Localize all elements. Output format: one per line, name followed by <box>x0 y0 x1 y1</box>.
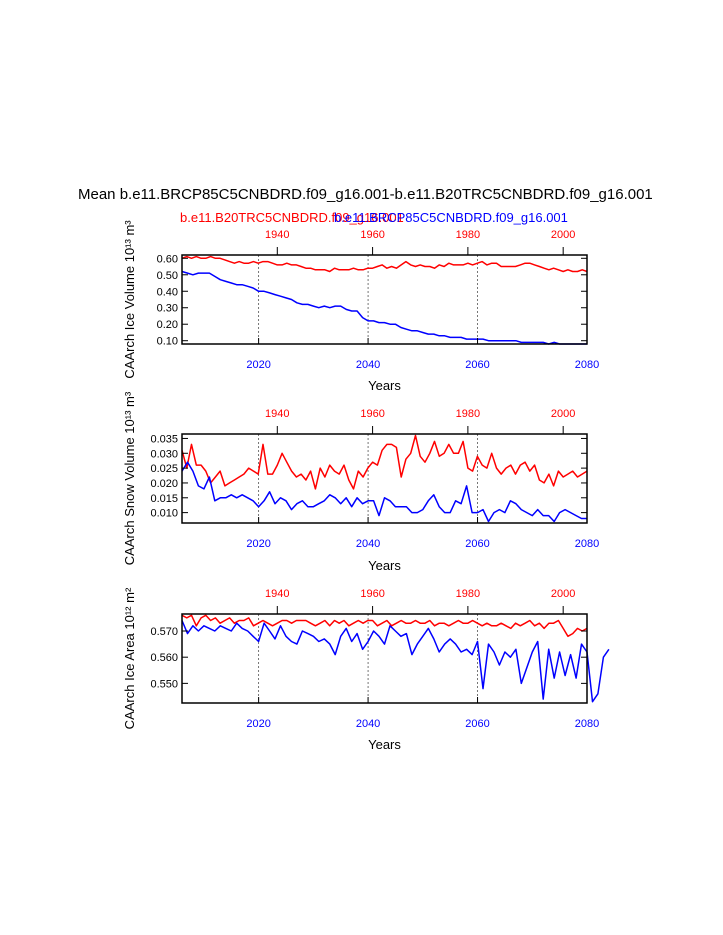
xtick-label-bottom: 2040 <box>356 718 380 730</box>
ytick-label: 0.035 <box>150 433 178 445</box>
xtick-label-top: 2000 <box>551 408 575 420</box>
xtick-label-top: 1960 <box>360 229 384 241</box>
xtick-label-bottom: 2080 <box>575 538 599 550</box>
series-line-red <box>181 614 588 638</box>
y-axis-label: CAArch Ice Volume 10¹³ m³ <box>122 220 137 379</box>
x-axis-label: Years <box>368 558 401 573</box>
xtick-label-top: 1960 <box>360 588 384 600</box>
xtick-label-bottom: 2020 <box>246 538 270 550</box>
ytick-label: 0.030 <box>150 448 178 460</box>
legend: b.e11.B20TRC5CNBDRD.f09_g16.001 b.e11.BR… <box>180 210 568 225</box>
series-line-blue <box>181 461 587 523</box>
xtick-label-bottom: 2040 <box>356 359 380 371</box>
x-axis-label: Years <box>368 737 401 752</box>
figure-title: Mean b.e11.BRCP85C5CNBDRD.f09_g16.001-b.… <box>78 186 653 203</box>
xtick-label-top: 1940 <box>265 229 289 241</box>
ytick-label: 0.570 <box>150 626 178 638</box>
xtick-label-top: 2000 <box>551 229 575 241</box>
ytick-label: 0.60 <box>157 253 178 265</box>
ytick-label: 0.550 <box>150 678 178 690</box>
series-line-blue <box>181 620 610 703</box>
xtick-label-bottom: 2080 <box>575 359 599 371</box>
y-axis-label: CAArch Ice Area 10¹² m² <box>122 587 137 729</box>
panel-ice-volume: 0.10 0.20 0.30 0.40 0.50 0.60 2020 2040 2060 2080… <box>122 220 599 393</box>
xtick-label-top: 1980 <box>456 229 480 241</box>
xtick-label-bottom: 2020 <box>246 718 270 730</box>
legend-blue-label: b.e11.BRCP85C5CNBDRD.f09_g16.001 <box>334 210 568 225</box>
xtick-label-top: 1960 <box>360 408 384 420</box>
ytick-label: 0.10 <box>157 336 178 348</box>
ytick-label: 0.30 <box>157 303 178 315</box>
ytick-label: 0.50 <box>157 270 178 282</box>
ytick-label: 0.010 <box>150 508 178 520</box>
plot-frame <box>181 613 588 704</box>
series-line-red <box>181 255 588 273</box>
xtick-label-bottom: 2080 <box>575 718 599 730</box>
legend-red-label: b.e11.B20TRC5CNBDRD.f09_g16.001 <box>180 210 404 225</box>
y-axis-label: CAArch Snow Volume 10¹³ m³ <box>122 391 137 565</box>
ytick-label: 0.40 <box>157 286 178 298</box>
plot-frame <box>181 433 588 524</box>
xtick-label-top: 1980 <box>456 588 480 600</box>
xtick-label-top: 1940 <box>265 588 289 600</box>
series-line-red <box>181 434 588 490</box>
panel-ice-area: 0.550 0.560 0.570 2020 2040 2060 2080 1940 1960 1… <box>122 587 610 752</box>
ytick-label: 0.015 <box>150 493 178 505</box>
ytick-label: 0.025 <box>150 463 178 475</box>
x-axis-label: Years <box>368 378 401 393</box>
plot-frame <box>181 254 588 345</box>
panel-snow-volume: 0.010 0.015 0.020 0.025 0.030 0.035 2020 2040 20… <box>122 391 599 573</box>
xtick-label-top: 1980 <box>456 408 480 420</box>
ytick-label: 0.020 <box>150 478 178 490</box>
xtick-label-top: 2000 <box>551 588 575 600</box>
xtick-label-bottom: 2060 <box>465 718 489 730</box>
xtick-label-top: 1940 <box>265 408 289 420</box>
xtick-label-bottom: 2040 <box>356 538 380 550</box>
xtick-label-bottom: 2020 <box>246 359 270 371</box>
ytick-label: 0.560 <box>150 652 178 664</box>
series-line-blue <box>181 270 587 345</box>
xtick-label-bottom: 2060 <box>465 359 489 371</box>
ytick-label: 0.20 <box>157 319 178 331</box>
xtick-label-bottom: 2060 <box>465 538 489 550</box>
